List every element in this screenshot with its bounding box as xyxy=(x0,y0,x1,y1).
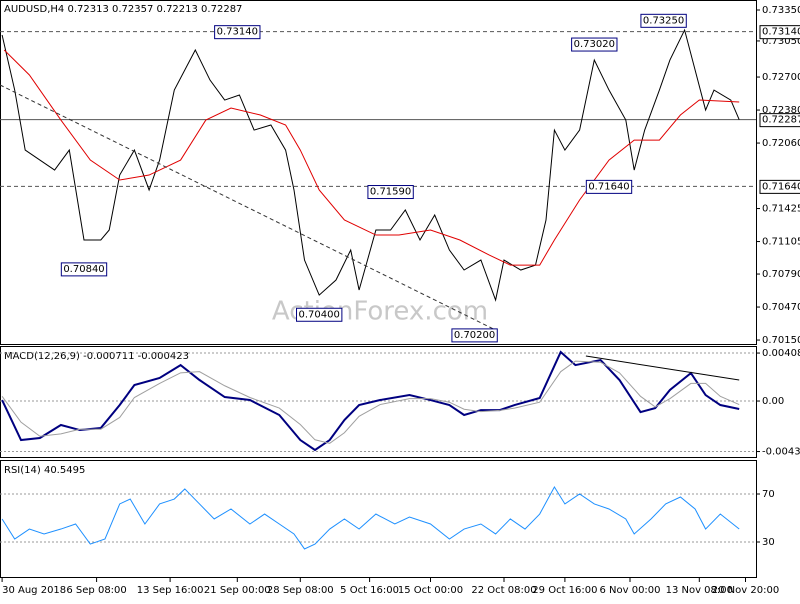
macd-panel xyxy=(0,346,757,458)
y-tick-label: 0.70150 xyxy=(762,335,800,346)
y-tick-label: 0.73350 xyxy=(762,5,800,16)
label-box xyxy=(296,307,343,322)
level-label: 0.71640 xyxy=(762,181,800,192)
label-box xyxy=(759,25,800,40)
y-tick-label: 0.71105 xyxy=(762,237,800,248)
x-tick-label: 6 Sep 08:00 xyxy=(66,585,126,596)
y-tick-label: -0.0043 xyxy=(762,447,800,458)
annotation-label: 0.71640 xyxy=(588,181,629,192)
y-tick-label: 0.72380 xyxy=(762,105,800,116)
level-label: 0.72287 xyxy=(762,115,800,126)
y-tick-label: 0.71425 xyxy=(762,204,800,215)
level-label: 0.73140 xyxy=(762,27,800,38)
y-tick-label: 0.72060 xyxy=(762,138,800,149)
annotation-label: 0.70840 xyxy=(63,264,104,275)
panel-title: RSI(14) 40.5495 xyxy=(4,465,85,476)
series-line xyxy=(1,360,740,444)
y-tick-label: 0.004085 xyxy=(762,348,800,359)
y-tick-label: 70 xyxy=(762,489,775,500)
x-tick-label: 22 Oct 08:00 xyxy=(471,585,536,596)
annotation-label: 0.70400 xyxy=(299,309,340,320)
y-tick-label: 0.72700 xyxy=(762,72,800,83)
x-tick-label: 30 Aug 2018 xyxy=(2,585,66,596)
label-box xyxy=(367,185,414,200)
panel-title: AUDUSD,H4 0.72313 0.72357 0.72213 0.7228… xyxy=(4,4,242,15)
price-panel xyxy=(0,0,757,345)
series-line xyxy=(585,355,740,381)
annotation-label: 0.73020 xyxy=(574,39,615,50)
x-tick-label: 15 Oct 00:00 xyxy=(398,585,463,596)
series-line xyxy=(1,486,740,550)
x-tick-label: 13 Sep 16:00 xyxy=(137,585,204,596)
label-box xyxy=(451,328,498,343)
series-line xyxy=(3,49,740,266)
panel-title: MACD(12,26,9) -0.000711 -0.000423 xyxy=(4,351,189,362)
series-line xyxy=(0,84,496,331)
label-box xyxy=(640,13,687,28)
rsi-panel xyxy=(0,460,757,578)
x-tick-label: 6 Nov 00:00 xyxy=(599,585,660,596)
x-tick-label: 20 Nov 20:00 xyxy=(712,585,779,596)
label-box xyxy=(585,179,633,194)
y-tick-label: 0.70470 xyxy=(762,302,800,313)
x-tick-label: 29 Oct 16:00 xyxy=(532,585,597,596)
label-box xyxy=(759,113,800,128)
y-tick-label: 0.70790 xyxy=(762,269,800,280)
y-tick-label: 30 xyxy=(762,537,775,548)
x-tick-label: 28 Sep 08:00 xyxy=(267,585,334,596)
annotation-label: 0.70200 xyxy=(454,330,495,341)
x-tick-label: 5 Oct 16:00 xyxy=(340,585,399,596)
series-line xyxy=(1,28,740,302)
y-tick-label: 0.73050 xyxy=(762,36,800,47)
annotation-label: 0.73140 xyxy=(217,27,258,38)
label-box xyxy=(214,25,261,40)
label-box xyxy=(571,37,618,52)
y-tick-label: 0.00 xyxy=(762,396,784,407)
x-tick-label: 13 Nov 08:00 xyxy=(666,585,733,596)
label-box xyxy=(60,262,108,277)
label-box xyxy=(759,179,800,194)
series-line xyxy=(1,350,740,452)
annotation-label: 0.73250 xyxy=(643,15,684,26)
x-tick-label: 21 Sep 00:00 xyxy=(204,585,271,596)
annotation-label: 0.71590 xyxy=(370,187,411,198)
